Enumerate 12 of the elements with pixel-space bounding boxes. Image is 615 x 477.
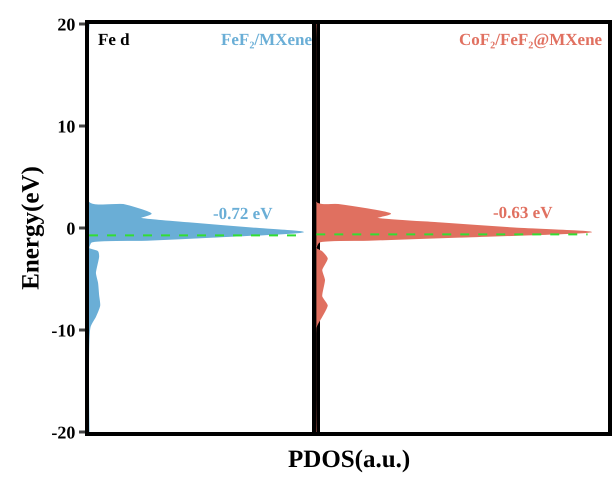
annotation: Fe d	[98, 30, 130, 49]
x-axis-title: PDOS(a.u.)	[288, 446, 410, 473]
y-tick-label: 10	[57, 116, 76, 136]
ref-line-label: -0.63 eV	[493, 203, 554, 222]
ref-line-label: -0.72 eV	[213, 204, 274, 223]
text: CoF₂/FeF₂@MXene	[459, 30, 603, 49]
y-tick-label: -10	[51, 320, 76, 340]
y-tick-label: 0	[66, 218, 76, 238]
y-tick-label: -20	[51, 422, 76, 442]
text: FeF₂/MXene	[221, 30, 312, 49]
y-tick-label: 20	[57, 14, 76, 34]
y-axis-title: Energy(eV)	[18, 166, 45, 290]
